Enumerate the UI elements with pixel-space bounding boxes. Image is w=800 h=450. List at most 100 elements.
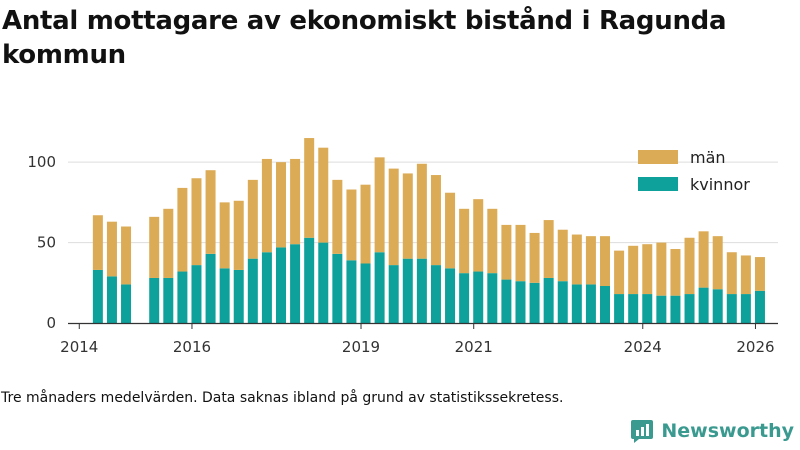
bar-kvinnor (304, 237, 315, 323)
bar-man (670, 249, 681, 296)
bar-kvinnor (121, 284, 132, 323)
bar-man (698, 231, 709, 288)
bar-man (585, 236, 596, 285)
bar-kvinnor (416, 258, 427, 323)
bar-man (614, 250, 625, 295)
bar-man (247, 179, 258, 259)
bar-kvinnor (247, 258, 258, 323)
bar-kvinnor (754, 290, 765, 323)
bar-kvinnor (388, 265, 399, 323)
bar-kvinnor (487, 273, 498, 323)
bar-kvinnor (600, 286, 611, 323)
chart-caption: Tre månaders medelvärden. Data saknas ib… (1, 390, 564, 406)
legend: män kvinnor (638, 148, 750, 194)
bar-man (92, 215, 103, 270)
bar-man (529, 232, 540, 283)
bar-man (261, 158, 272, 253)
x-tick-label-2026: 2026 (736, 338, 774, 356)
bar-kvinnor (149, 277, 160, 323)
bar-kvinnor (346, 260, 357, 323)
bar-man (163, 208, 174, 278)
bar-man (740, 255, 751, 295)
bar-man (726, 252, 737, 295)
bar-man (430, 175, 441, 266)
bar-kvinnor (219, 268, 230, 323)
bar-man (332, 179, 343, 254)
bar-man (416, 163, 427, 259)
bar-man (346, 189, 357, 261)
y-axis-tick-labels: 0 50 100 (27, 153, 56, 332)
bar-kvinnor (92, 269, 103, 323)
x-tick-label-2024: 2024 (624, 338, 662, 356)
bar-chart: 0 50 100 2014 2016 2019 2021 2024 2026 män kvin… (27, 138, 778, 356)
bar-man (712, 236, 723, 290)
bar-man (121, 226, 132, 285)
x-tick-label-2019: 2019 (342, 338, 380, 356)
bar-man (374, 157, 385, 253)
bar-kvinnor (290, 244, 301, 323)
legend-label-men: män (690, 148, 726, 167)
bar-kvinnor (402, 258, 413, 323)
x-tick-label-2014: 2014 (60, 338, 98, 356)
bar-kvinnor (642, 294, 653, 323)
y-tick-label-0: 0 (46, 314, 56, 332)
legend-swatch-women (638, 177, 678, 191)
bar-kvinnor (261, 252, 272, 323)
bar-kvinnor (106, 276, 117, 323)
bar-kvinnor (614, 294, 625, 323)
bar-kvinnor (684, 294, 695, 323)
legend-swatch-men (638, 150, 678, 164)
bar-man (304, 138, 315, 238)
bar-man (543, 220, 554, 278)
bar-man (600, 236, 611, 287)
bar-man (205, 170, 216, 254)
bar-kvinnor (459, 273, 470, 323)
x-tick-label-2016: 2016 (173, 338, 211, 356)
bar-kvinnor (374, 252, 385, 323)
bar-man (177, 187, 188, 272)
bar-kvinnor (726, 294, 737, 323)
newsworthy-logo: Newsworthy (629, 418, 794, 444)
y-tick-label-100: 100 (27, 153, 56, 171)
bar-man (445, 192, 456, 269)
newsworthy-chart-icon (631, 420, 654, 443)
bar-kvinnor (177, 271, 188, 323)
bar-kvinnor (163, 277, 174, 323)
bar-man (656, 242, 667, 296)
bar-kvinnor (740, 294, 751, 323)
bar-kvinnor (529, 282, 540, 323)
bar-man (276, 162, 286, 248)
bar-kvinnor (571, 284, 582, 323)
x-tick-label-2021: 2021 (455, 338, 493, 356)
bar-kvinnor (233, 269, 244, 323)
bar-kvinnor (670, 295, 681, 323)
bar-kvinnor (276, 247, 286, 323)
bar-man (149, 216, 160, 278)
bar-kvinnor (543, 277, 554, 323)
bar-kvinnor (557, 281, 568, 323)
bar-man (388, 168, 399, 266)
bar-man (360, 184, 371, 264)
bar-man (487, 208, 498, 274)
bar-kvinnor (360, 263, 371, 323)
bar-kvinnor (515, 281, 526, 323)
bar-man (106, 221, 117, 277)
bar-kvinnor (191, 265, 202, 323)
legend-label-women: kvinnor (690, 175, 750, 194)
bar-man (191, 178, 202, 266)
bar-man (557, 229, 568, 282)
bar-kvinnor (585, 284, 596, 323)
bar-kvinnor (656, 295, 667, 323)
bar-kvinnor (712, 289, 723, 323)
bar-man (233, 200, 244, 270)
bars (92, 138, 765, 323)
bar-kvinnor (501, 279, 512, 323)
bar-kvinnor (698, 287, 709, 323)
bar-man (754, 257, 765, 291)
bar-man (290, 158, 301, 245)
bar-man (571, 234, 582, 285)
bar-kvinnor (445, 268, 456, 323)
bar-man (628, 245, 639, 295)
bar-kvinnor (628, 294, 639, 323)
bar-man (642, 244, 653, 295)
